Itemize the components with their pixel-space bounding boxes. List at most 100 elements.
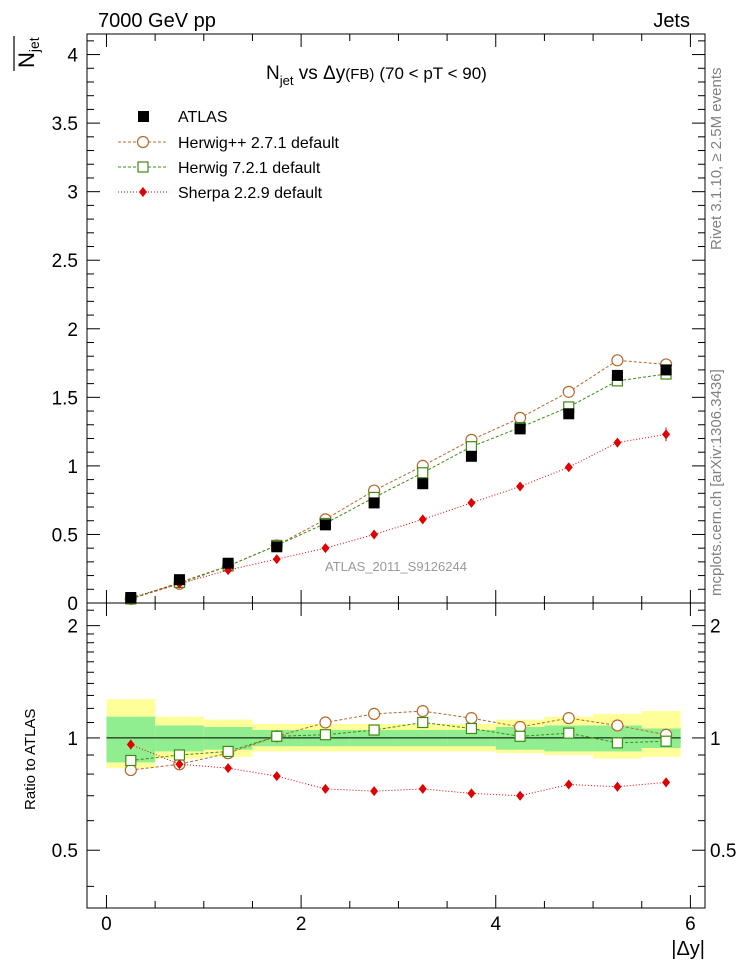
ratio-herwigpp-line	[130, 710, 667, 771]
main-herwigpp-line	[130, 359, 667, 600]
ratio-sherpa-point-5	[370, 786, 379, 797]
ratio-ytick-label-0: 0.5	[52, 841, 78, 862]
main-ytick-label-2: 1	[67, 457, 78, 478]
main-atlas-point-6	[417, 478, 429, 490]
main-ytick-label-6: 3	[67, 183, 78, 204]
main-atlas-point-2	[222, 557, 234, 569]
ratio-sherpa-line	[130, 744, 667, 797]
main-ytick-label-7: 3.5	[52, 114, 78, 135]
main-atlas-point-8	[514, 423, 526, 435]
main-atlas-point-0	[125, 592, 137, 604]
legend-herwigpp-label: Herwig++ 2.7.1 default	[178, 135, 340, 152]
ratio-ylabel: Ratio to ATLAS	[22, 709, 39, 810]
ratio-herwig7-point-11	[660, 735, 672, 747]
main-atlas-point-4	[319, 519, 331, 531]
legend-sherpa-label: Sherpa 2.2.9 default	[178, 185, 323, 202]
ratio-herwig7-point-8	[514, 730, 526, 742]
ratio-herwig7-point-10	[611, 737, 624, 749]
ratio-herwig7-point-9	[563, 727, 575, 739]
legend-entry-herwigpp: Herwig++ 2.7.1 default	[118, 135, 340, 152]
ratio-bands	[106, 699, 681, 769]
legend-entry-herwig7: Herwig 7.2.1 default	[118, 160, 321, 177]
ratio-frame	[86, 602, 706, 909]
main-sherpa-point-4	[321, 543, 330, 554]
main-atlas-point-9	[563, 408, 575, 420]
ratio-herwig7-point-0	[125, 754, 137, 767]
main-sherpa-point-9	[564, 462, 573, 473]
xtick-label-1: 2	[296, 914, 307, 935]
main-sherpa-point-8	[516, 481, 525, 492]
main-ytick-label-5: 2.5	[52, 251, 78, 272]
main-herwigpp-point-10	[611, 354, 624, 367]
plot-title: Njet vs Δy(FB) (70 < pT < 90)	[266, 63, 487, 88]
main-atlas-point-1	[173, 574, 185, 586]
main-marks	[124, 354, 673, 605]
main-sherpa-point-7	[467, 497, 476, 508]
main-herwig7-point-7	[465, 441, 478, 453]
ratio-herwigpp-point-6	[416, 705, 429, 718]
xtick-label-0: 0	[101, 914, 112, 935]
main-atlas-point-3	[271, 541, 283, 553]
ratio-sherpa-point-4	[321, 783, 330, 794]
main-herwig7-line	[130, 373, 667, 600]
legend-sherpa-marker	[139, 187, 147, 197]
ylabel-main-text: Njet	[14, 37, 42, 68]
band-inner-1	[155, 725, 204, 752]
ratio-herwig7-point-4	[319, 729, 332, 741]
xtick-label-3: 6	[685, 914, 696, 935]
main-atlas-point-11	[660, 364, 672, 376]
xtick-label-2: 4	[490, 914, 501, 935]
main-sherpa-point-5	[370, 529, 379, 540]
ratio-ytick-label-right-0: 0.5	[710, 841, 736, 862]
ratio-herwig7-point-3	[271, 730, 283, 742]
legend-herwigpp-marker	[136, 135, 150, 149]
main-sherpa-point-10	[613, 437, 622, 448]
ratio-sherpa-point-3	[272, 771, 281, 782]
main-ytick-label-3: 1.5	[52, 388, 78, 409]
ratio-ytick-label-2: 2	[67, 617, 78, 638]
analysis-id-label: ATLAS_2011_S9126244	[325, 559, 467, 574]
ratio-sherpa-point-7	[467, 788, 476, 799]
ratio-herwigpp-point-10	[611, 719, 624, 732]
ratio-sherpa-point-6	[418, 783, 427, 794]
ratio-sherpa-point-2	[224, 763, 233, 774]
ratio-herwigpp-point-7	[465, 712, 478, 725]
legend: ATLAS Herwig++ 2.7.1 default Herwig 7.2.…	[118, 109, 340, 202]
legend-herwig7-marker	[137, 161, 149, 173]
ratio-sherpa-point-8	[516, 790, 525, 801]
main-ytick-label-0: 0	[67, 594, 78, 615]
legend-atlas-label: ATLAS	[178, 109, 228, 126]
ratio-herwig7-point-7	[465, 722, 478, 735]
main-atlas-point-5	[368, 497, 380, 509]
ratio-sherpa-point-1	[175, 759, 184, 770]
main-herwigpp-point-9	[562, 385, 575, 398]
legend-atlas-marker	[138, 111, 149, 122]
main-ytick-label-8: 4	[67, 46, 78, 67]
ratio-herwig7-point-2	[222, 745, 234, 758]
ratio-herwigpp-point-9	[562, 712, 575, 725]
header-process-label: Jets	[653, 10, 690, 32]
main-ytick-label-1: 0.5	[52, 525, 78, 546]
ratio-herwig7-point-6	[417, 716, 429, 729]
main-herwigpp-point-8	[513, 411, 527, 425]
main-ytick-label-4: 2	[67, 320, 78, 341]
main-sherpa-point-6	[418, 514, 427, 525]
ratio-herwigpp-point-0	[124, 763, 137, 777]
ratio-sherpa-point-9	[564, 779, 573, 790]
header-energy-label: 7000 GeV pp	[98, 10, 216, 32]
ratio-herwig7-line	[130, 721, 667, 761]
main-sherpa-point-3	[272, 554, 281, 565]
legend-entry-atlas: ATLAS	[138, 109, 228, 126]
rivet-version-label: Rivet 3.1.10, ≥ 2.5M events	[708, 68, 725, 251]
main-atlas-point-10	[611, 369, 623, 381]
main-herwig7-point-6	[417, 467, 429, 479]
ratio-ytick-label-right-1: 1	[710, 729, 721, 750]
main-ylabel: Njet	[13, 36, 42, 71]
legend-entry-sherpa: Sherpa 2.2.9 default	[118, 185, 323, 202]
band-inner-0	[106, 716, 156, 763]
axes: 00.511.522.533.540 2 4 60.5 0.51 12 2	[52, 33, 736, 935]
main-atlas-point-7	[465, 450, 477, 462]
ratio-herwig7-point-1	[173, 749, 186, 761]
main-sherpa-line	[130, 433, 667, 598]
